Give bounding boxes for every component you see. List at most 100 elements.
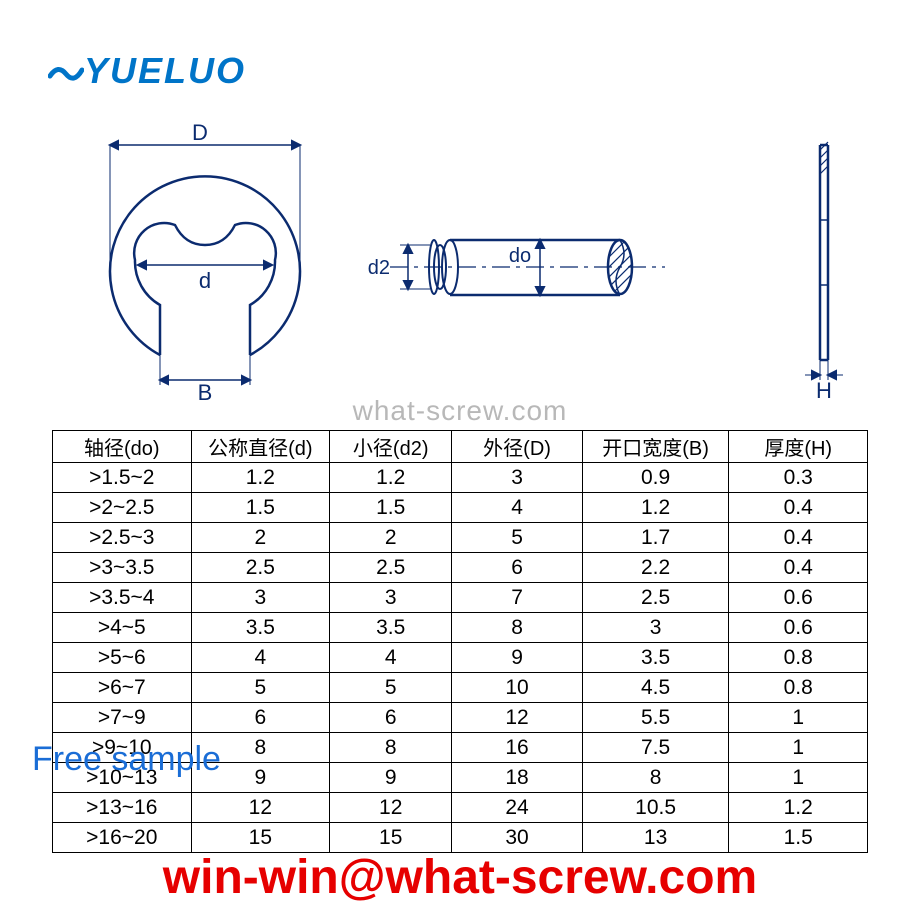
table-cell: >16~20 xyxy=(53,823,192,853)
table-cell: 12 xyxy=(191,793,330,823)
table-cell: 4 xyxy=(191,643,330,673)
spec-table-container: 轴径(do)公称直径(d)小径(d2)外径(D)开口宽度(B)厚度(H) >1.… xyxy=(52,430,868,853)
table-cell: 2 xyxy=(330,523,452,553)
table-row: >5~64493.50.8 xyxy=(53,643,868,673)
table-row: >2.5~32251.70.4 xyxy=(53,523,868,553)
dim-label-d2: d2 xyxy=(368,257,390,279)
table-cell: 3.5 xyxy=(191,613,330,643)
table-cell: 2 xyxy=(191,523,330,553)
table-cell: 24 xyxy=(452,793,582,823)
table-row: >2~2.51.51.541.20.4 xyxy=(53,493,868,523)
table-cell: 3 xyxy=(452,463,582,493)
table-cell: 8 xyxy=(330,733,452,763)
technical-diagram: D d B xyxy=(60,120,860,400)
table-cell: 16 xyxy=(452,733,582,763)
table-cell: 1 xyxy=(729,703,868,733)
table-cell: 1 xyxy=(729,733,868,763)
table-cell: >13~16 xyxy=(53,793,192,823)
table-cell: 4 xyxy=(330,643,452,673)
table-row: >16~20151530131.5 xyxy=(53,823,868,853)
brand-logo: YUELUO xyxy=(48,50,246,92)
table-cell: 6 xyxy=(452,553,582,583)
table-row: >3~3.52.52.562.20.4 xyxy=(53,553,868,583)
table-cell: 5 xyxy=(452,523,582,553)
table-row: >3.5~43372.50.6 xyxy=(53,583,868,613)
table-cell: >3.5~4 xyxy=(53,583,192,613)
col-header: 公称直径(d) xyxy=(191,431,330,463)
table-cell: 3.5 xyxy=(582,643,729,673)
table-cell: 18 xyxy=(452,763,582,793)
table-row: >6~755104.50.8 xyxy=(53,673,868,703)
table-cell: 3 xyxy=(330,583,452,613)
table-cell: 9 xyxy=(452,643,582,673)
table-cell: 12 xyxy=(452,703,582,733)
table-cell: 0.9 xyxy=(582,463,729,493)
dim-label-D: D xyxy=(192,120,208,145)
table-cell: 2.5 xyxy=(191,553,330,583)
watermark-text: what-screw.com xyxy=(0,395,920,427)
table-cell: 0.8 xyxy=(729,643,868,673)
table-cell: 7 xyxy=(452,583,582,613)
table-row: >7~966125.51 xyxy=(53,703,868,733)
table-cell: 7.5 xyxy=(582,733,729,763)
table-cell: 6 xyxy=(191,703,330,733)
table-cell: 1.2 xyxy=(729,793,868,823)
table-cell: 0.3 xyxy=(729,463,868,493)
table-cell: 8 xyxy=(452,613,582,643)
table-cell: 10 xyxy=(452,673,582,703)
table-cell: 9 xyxy=(330,763,452,793)
table-cell: 15 xyxy=(191,823,330,853)
table-cell: 1.2 xyxy=(582,493,729,523)
free-sample-overlay: Free sample xyxy=(32,740,221,779)
table-cell: 15 xyxy=(330,823,452,853)
table-cell: >4~5 xyxy=(53,613,192,643)
logo-swoosh-icon xyxy=(48,58,84,88)
table-cell: 3 xyxy=(191,583,330,613)
table-cell: 2.5 xyxy=(330,553,452,583)
table-cell: 1.5 xyxy=(191,493,330,523)
table-cell: >3~3.5 xyxy=(53,553,192,583)
table-cell: 12 xyxy=(330,793,452,823)
table-cell: 3 xyxy=(582,613,729,643)
table-cell: 0.6 xyxy=(729,583,868,613)
table-cell: 4 xyxy=(452,493,582,523)
table-cell: >7~9 xyxy=(53,703,192,733)
col-header: 小径(d2) xyxy=(330,431,452,463)
table-cell: 13 xyxy=(582,823,729,853)
table-cell: 2.5 xyxy=(582,583,729,613)
table-cell: 5 xyxy=(191,673,330,703)
dim-label-d: d xyxy=(199,268,211,293)
table-cell: 5.5 xyxy=(582,703,729,733)
table-cell: 4.5 xyxy=(582,673,729,703)
table-cell: 8 xyxy=(582,763,729,793)
table-row: >4~53.53.5830.6 xyxy=(53,613,868,643)
table-cell: 1 xyxy=(729,763,868,793)
table-cell: 1.7 xyxy=(582,523,729,553)
table-cell: 0.4 xyxy=(729,523,868,553)
col-header: 轴径(do) xyxy=(53,431,192,463)
table-row: >1.5~21.21.230.90.3 xyxy=(53,463,868,493)
table-cell: >2~2.5 xyxy=(53,493,192,523)
table-cell: 1.5 xyxy=(729,823,868,853)
col-header: 外径(D) xyxy=(452,431,582,463)
table-cell: 10.5 xyxy=(582,793,729,823)
spec-table: 轴径(do)公称直径(d)小径(d2)外径(D)开口宽度(B)厚度(H) >1.… xyxy=(52,430,868,853)
table-cell: 6 xyxy=(330,703,452,733)
dim-label-do: do xyxy=(509,245,531,267)
table-cell: 0.4 xyxy=(729,553,868,583)
table-cell: 0.8 xyxy=(729,673,868,703)
table-cell: 5 xyxy=(330,673,452,703)
table-cell: 0.4 xyxy=(729,493,868,523)
table-row: >13~1612122410.51.2 xyxy=(53,793,868,823)
table-cell: >6~7 xyxy=(53,673,192,703)
table-cell: >5~6 xyxy=(53,643,192,673)
table-cell: 1.2 xyxy=(191,463,330,493)
table-cell: 1.5 xyxy=(330,493,452,523)
table-cell: >2.5~3 xyxy=(53,523,192,553)
table-cell: 30 xyxy=(452,823,582,853)
col-header: 开口宽度(B) xyxy=(582,431,729,463)
col-header: 厚度(H) xyxy=(729,431,868,463)
table-cell: 3.5 xyxy=(330,613,452,643)
table-cell: >1.5~2 xyxy=(53,463,192,493)
contact-email-overlay: win-win@what-screw.com xyxy=(0,850,920,905)
